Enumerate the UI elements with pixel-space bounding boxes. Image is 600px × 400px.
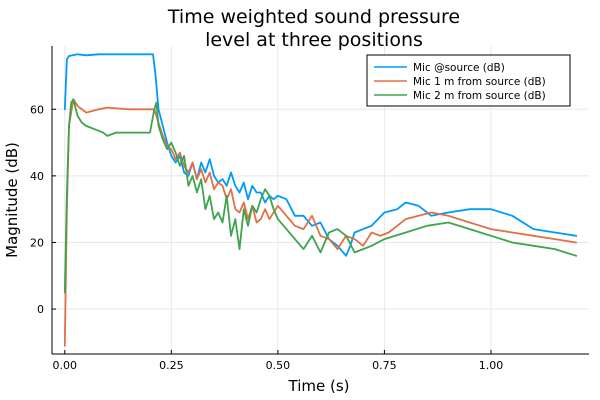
x-tick-label: 1.00 — [479, 359, 504, 372]
y-tick-label: 20 — [30, 236, 44, 249]
series-layer — [63, 53, 578, 347]
ticks: 0.00 0.25 0.50 0.75 1.00 0 20 40 60 — [30, 103, 503, 372]
grid — [52, 46, 589, 354]
series-line-mic-source — [63, 53, 578, 257]
legend: Mic @source (dB) Mic 1 m from source (dB… — [366, 54, 571, 107]
x-tick-label: 0.50 — [266, 359, 291, 372]
series-line-mic-1m — [63, 98, 578, 347]
chart-title-line-1: Time weighted sound pressure — [167, 6, 460, 28]
x-tick-label: 0.75 — [372, 359, 397, 372]
y-tick-label: 0 — [37, 303, 44, 316]
legend-label-mic-1m: Mic 1 m from source (dB) — [413, 76, 546, 88]
legend-label-mic-2m: Mic 2 m from source (dB) — [413, 90, 546, 102]
x-tick-label: 0.00 — [53, 359, 78, 372]
x-axis-label: Time (s) — [288, 377, 350, 395]
series-line-mic-2m — [63, 98, 578, 294]
axes — [51, 46, 589, 355]
y-tick-label: 40 — [30, 170, 44, 183]
x-tick-label: 0.25 — [159, 359, 184, 372]
legend-label-mic-source: Mic @source (dB) — [413, 62, 505, 74]
y-tick-label: 60 — [30, 103, 44, 116]
y-axis-label: Magnitude (dB) — [3, 142, 21, 258]
chart-title-line-2: level at three positions — [205, 29, 423, 51]
